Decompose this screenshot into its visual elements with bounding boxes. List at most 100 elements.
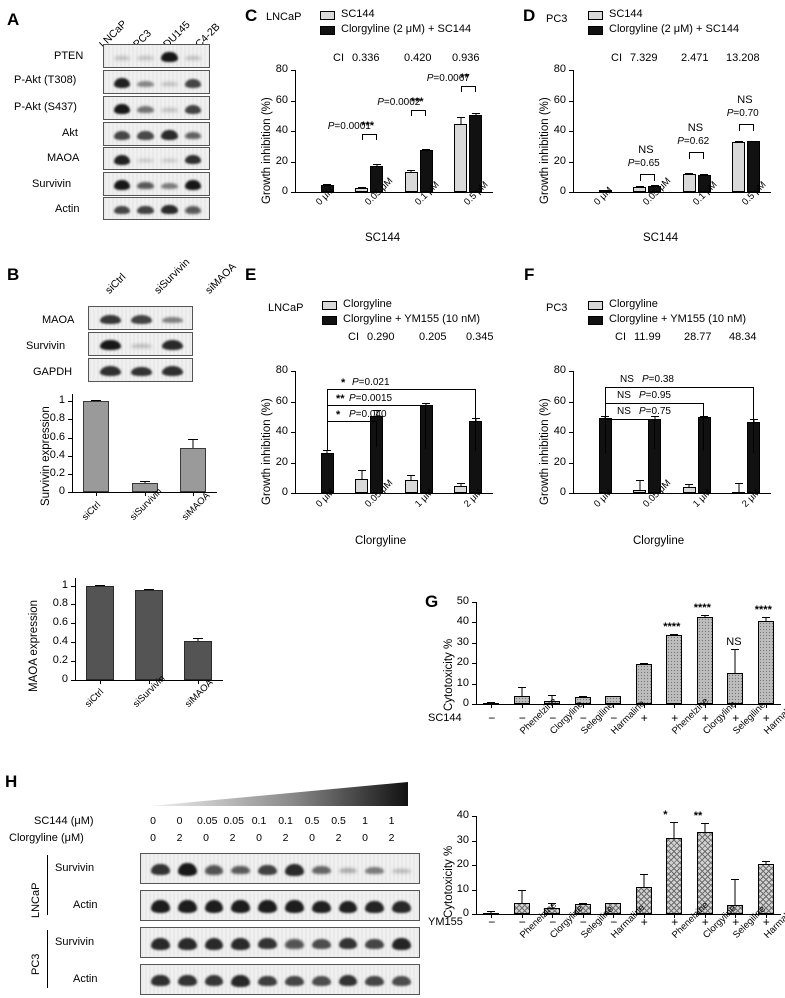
y-tick-label: 20 xyxy=(553,154,566,167)
panel-f-legend-key-1 xyxy=(588,301,603,310)
panel-f-ci-label: CI xyxy=(615,331,626,343)
error-bar xyxy=(639,873,648,887)
panel-d-ci-value-2: 2.471 xyxy=(681,52,709,64)
x-tick xyxy=(552,704,554,708)
y-tick-label: 20 xyxy=(275,154,288,167)
error-bar xyxy=(91,400,102,402)
treatment-symbol: + xyxy=(701,711,709,725)
panel-d-xlabel: SC144 xyxy=(643,232,679,244)
error-bar xyxy=(471,418,480,421)
significance-marker: * xyxy=(663,808,668,821)
bar xyxy=(605,696,622,704)
y-tick xyxy=(472,704,476,705)
bar xyxy=(320,452,334,493)
significance-stars: *** xyxy=(361,120,375,132)
bar xyxy=(513,902,530,914)
error-cap xyxy=(91,400,102,402)
y-tick xyxy=(472,865,476,866)
x-tick xyxy=(674,914,676,918)
blot-band xyxy=(204,865,224,875)
treatment-symbol: + xyxy=(732,711,740,725)
error-stem xyxy=(734,879,736,906)
significance-pvalue: P=0.38 xyxy=(642,374,674,385)
significance-pvalue: P=0.0015 xyxy=(349,393,393,404)
error-bar xyxy=(749,140,758,142)
panel-h-clorgyline-dose: 0 xyxy=(256,832,262,844)
blot-band xyxy=(285,939,304,949)
y-tick xyxy=(291,70,295,71)
blot-band xyxy=(99,339,122,351)
blot-band xyxy=(204,975,224,987)
y-tick-label: 0.2 xyxy=(52,654,68,667)
panel-h-sc144-dose: 0 xyxy=(150,815,156,827)
y-tick-label: 1 xyxy=(58,394,65,407)
bar xyxy=(635,886,652,914)
blot-band xyxy=(137,106,154,113)
panel-e-legend-key-1 xyxy=(322,301,337,310)
error-stem xyxy=(753,419,755,423)
y-tick-label: 30 xyxy=(456,833,469,846)
panel-a-blot-akt xyxy=(103,122,210,146)
blot-band xyxy=(365,938,385,949)
bar xyxy=(454,124,468,192)
panel-d-legend-key-2 xyxy=(588,26,603,35)
panel-h-clorgyline-dose: 2 xyxy=(282,832,289,844)
blot-band xyxy=(130,314,153,324)
error-stem xyxy=(654,415,656,420)
y-tick xyxy=(68,455,72,457)
y-tick-label: 20 xyxy=(275,455,288,468)
panel-a-blot-survivin xyxy=(103,172,210,196)
panel-h-label-sc144: SC144 (μM) xyxy=(34,815,94,827)
bar xyxy=(757,621,774,704)
bar xyxy=(404,171,418,192)
chart-panel-g-sc144: Cytotoxicity % 0 10 20 30 40 50 **** **** NS **** xyxy=(440,595,785,726)
error-stem xyxy=(738,482,740,493)
y-tick-label: 80 xyxy=(275,63,288,75)
blot-band xyxy=(177,975,197,987)
blot-band xyxy=(113,179,131,191)
panel-b-blot-gapdh xyxy=(88,358,193,382)
blot-band xyxy=(161,51,178,63)
error-cap xyxy=(639,662,648,664)
significance-stars: * xyxy=(341,377,346,389)
bar xyxy=(469,114,483,192)
x-axis xyxy=(573,493,771,495)
y-tick xyxy=(71,623,75,625)
y-tick xyxy=(291,371,295,372)
error-cap xyxy=(517,890,526,892)
y-tick-label: 0.4 xyxy=(52,635,68,648)
panel-d-legend-label-2: Clorgyline (2 μM) + SC144 xyxy=(609,23,740,35)
x-tick xyxy=(704,704,706,708)
y-tick-label: 20 xyxy=(553,455,566,468)
panel-h-sc144-dose: 0.1 xyxy=(251,815,267,827)
x-tick xyxy=(491,914,493,918)
error-bar xyxy=(372,164,381,166)
blot-band xyxy=(161,340,184,351)
blot-noise xyxy=(104,173,209,195)
significance-bracket xyxy=(411,110,427,116)
error-cap xyxy=(749,419,758,421)
panel-a-blot-actin xyxy=(103,197,210,220)
error-cap xyxy=(670,633,679,635)
y-tick xyxy=(472,622,476,624)
bar xyxy=(404,479,418,493)
error-bar xyxy=(94,584,105,586)
bar xyxy=(666,635,683,704)
error-bar xyxy=(635,480,644,491)
significance-ns: NS xyxy=(617,406,631,417)
error-bar xyxy=(609,695,618,697)
error-cap xyxy=(407,170,416,172)
chart-panel-d: Growth inhibition (%) 0 20 40 60 80 xyxy=(533,62,783,212)
y-tick xyxy=(569,432,573,433)
significance-pvalue: P=0.70 xyxy=(726,108,759,119)
y-tick-label: 60 xyxy=(275,93,288,106)
x-tick xyxy=(149,680,150,684)
significance-bracket xyxy=(361,134,377,140)
significance-pvalue: P=0.040 xyxy=(349,409,387,420)
significance-ns: NS xyxy=(638,144,654,156)
blot-band xyxy=(365,900,385,913)
y-tick xyxy=(569,131,573,132)
panel-a-label-pakt-s437: P-Akt (S437) xyxy=(14,101,77,113)
error-stem xyxy=(410,474,412,480)
panel-b-blot-survivin xyxy=(88,332,193,356)
